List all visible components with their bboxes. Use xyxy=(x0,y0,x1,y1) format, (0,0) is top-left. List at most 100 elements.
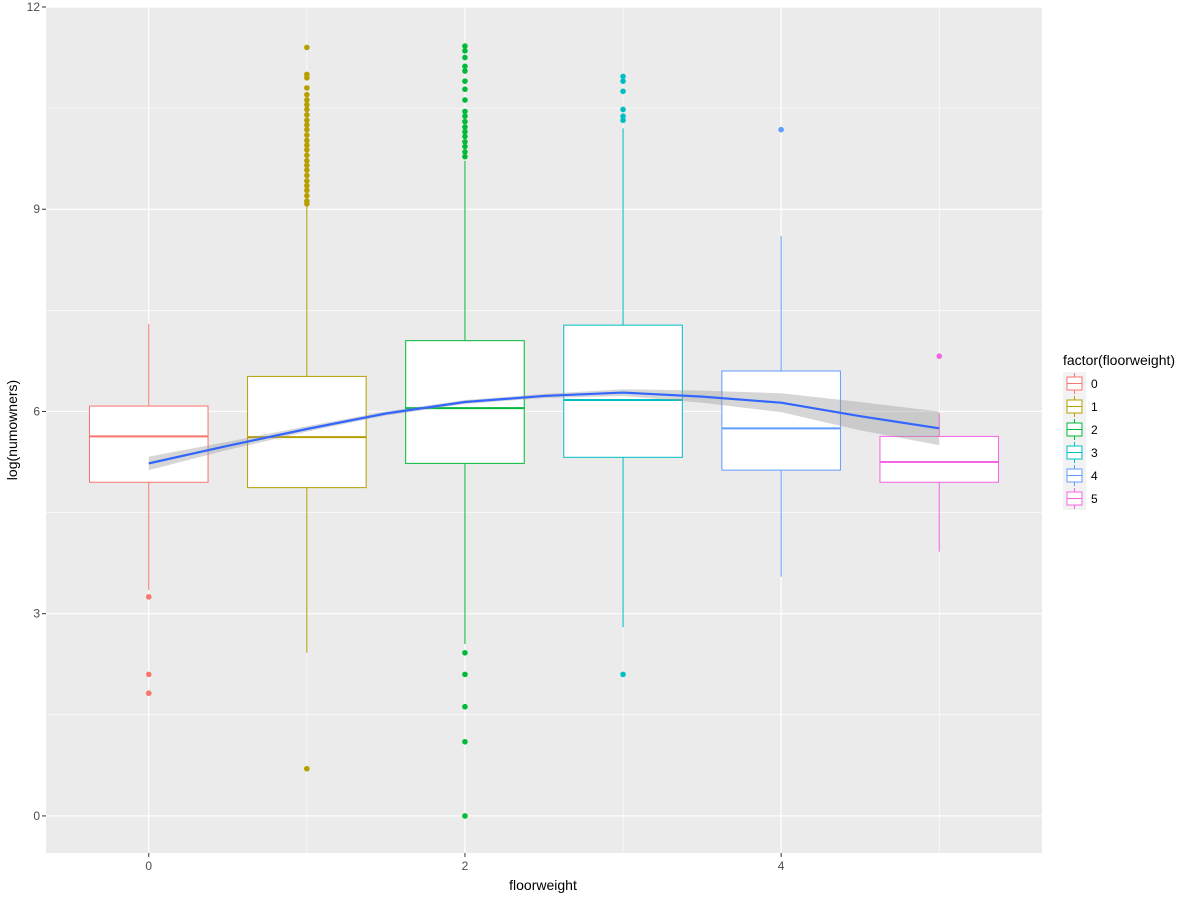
legend-item-4: 4 xyxy=(1063,464,1098,487)
outlier-point xyxy=(462,48,468,54)
x-tick-label: 4 xyxy=(778,859,785,873)
outlier-point xyxy=(304,152,310,159)
outlier-point xyxy=(620,88,626,95)
smooth-line xyxy=(148,391,940,465)
legend-label: 1 xyxy=(1091,400,1098,414)
outlier-point xyxy=(778,126,784,133)
outlier-point xyxy=(462,54,468,61)
outlier-point xyxy=(304,172,310,179)
box xyxy=(563,324,683,458)
outlier-point xyxy=(304,44,310,51)
outlier-point xyxy=(462,143,468,150)
outlier-point xyxy=(304,182,310,189)
outlier-point xyxy=(145,671,152,678)
box xyxy=(721,370,841,471)
legend-items: 0 1 2 3 4 5 xyxy=(1063,372,1098,510)
outlier-point xyxy=(462,108,468,115)
outlier-point xyxy=(304,167,310,173)
legend-item-2: 2 xyxy=(1063,418,1098,441)
outlier-point xyxy=(462,86,468,93)
outlier-point xyxy=(620,113,626,120)
outlier-point xyxy=(462,68,468,74)
outlier-point xyxy=(462,113,468,120)
outlier-point xyxy=(462,133,468,140)
y-tick-label: 6 xyxy=(33,404,40,418)
legend-label: 3 xyxy=(1091,446,1098,460)
outlier-point xyxy=(304,101,310,108)
x-axis-title: floorweight xyxy=(509,877,577,893)
legend-label: 2 xyxy=(1091,423,1098,437)
outlier-point xyxy=(304,192,310,199)
boxplots xyxy=(88,43,1000,819)
outlier-point xyxy=(304,765,310,772)
outlier-point xyxy=(304,147,310,153)
outlier-point xyxy=(304,142,310,148)
outlier-point xyxy=(620,117,626,124)
outlier-point xyxy=(462,149,468,155)
legend-item-3: 3 xyxy=(1063,441,1098,464)
x-tick-label: 2 xyxy=(462,859,469,873)
panel-background xyxy=(46,7,1042,853)
smooth-fit xyxy=(148,389,940,471)
outlier-point xyxy=(304,117,310,124)
outlier-point xyxy=(462,813,468,819)
outlier-point xyxy=(462,118,468,125)
outlier-point xyxy=(304,74,310,81)
boxplot-2 xyxy=(405,43,525,819)
outlier-point xyxy=(304,97,310,103)
x-tick-label: 0 xyxy=(145,859,152,873)
outlier-point xyxy=(620,106,626,113)
outlier-point xyxy=(936,353,943,359)
outlier-point xyxy=(304,137,310,144)
outlier-point xyxy=(462,43,468,49)
y-tick-label: 12 xyxy=(27,0,41,14)
legend-label: 0 xyxy=(1091,377,1098,391)
outlier-point xyxy=(462,128,468,135)
box xyxy=(88,405,209,483)
boxplot-4 xyxy=(721,126,841,577)
outlier-point xyxy=(304,91,310,98)
y-tick-label: 3 xyxy=(33,607,40,621)
outlier-point xyxy=(462,738,468,745)
outlier-point xyxy=(304,187,310,194)
outlier-point xyxy=(462,649,468,656)
outlier-point xyxy=(304,112,310,118)
outlier-point xyxy=(620,671,626,678)
legend-title: factor(floorweight) xyxy=(1063,352,1175,368)
legend-label: 5 xyxy=(1091,492,1098,506)
box xyxy=(879,435,1000,483)
outlier-point xyxy=(304,132,310,138)
outlier-point xyxy=(304,201,310,207)
legend-item-5: 5 xyxy=(1063,487,1098,510)
outlier-point xyxy=(462,139,468,145)
x-axis-ticks: 0 2 4 xyxy=(145,853,785,873)
legend-item-0: 0 xyxy=(1063,372,1098,395)
y-axis-ticks: 0 3 6 9 12 xyxy=(27,0,46,823)
outlier-point xyxy=(462,671,468,678)
outlier-point xyxy=(462,124,468,130)
outlier-point xyxy=(462,78,468,84)
outlier-point xyxy=(145,594,152,600)
boxplot-0 xyxy=(88,323,209,697)
legend-label: 4 xyxy=(1091,469,1098,483)
y-tick-label: 9 xyxy=(33,202,40,216)
outlier-point xyxy=(145,690,152,697)
outlier-point xyxy=(304,126,310,133)
legend-item-1: 1 xyxy=(1063,395,1098,418)
outlier-point xyxy=(304,162,310,169)
outlier-point xyxy=(304,106,310,113)
outlier-point xyxy=(304,178,310,184)
box xyxy=(247,375,367,489)
boxplot-5 xyxy=(879,353,1000,552)
outlier-point xyxy=(462,63,468,70)
y-tick-label: 0 xyxy=(33,809,40,823)
y-axis-title: log(numowners) xyxy=(4,380,20,480)
outlier-point xyxy=(462,703,468,710)
outlier-point xyxy=(304,85,310,91)
boxplot-3 xyxy=(563,73,683,678)
boxplot-1 xyxy=(247,44,367,772)
outlier-point xyxy=(304,122,310,128)
outlier-point xyxy=(620,78,626,84)
legend: factor(floorweight) 0 1 2 3 4 5 xyxy=(1063,352,1175,510)
